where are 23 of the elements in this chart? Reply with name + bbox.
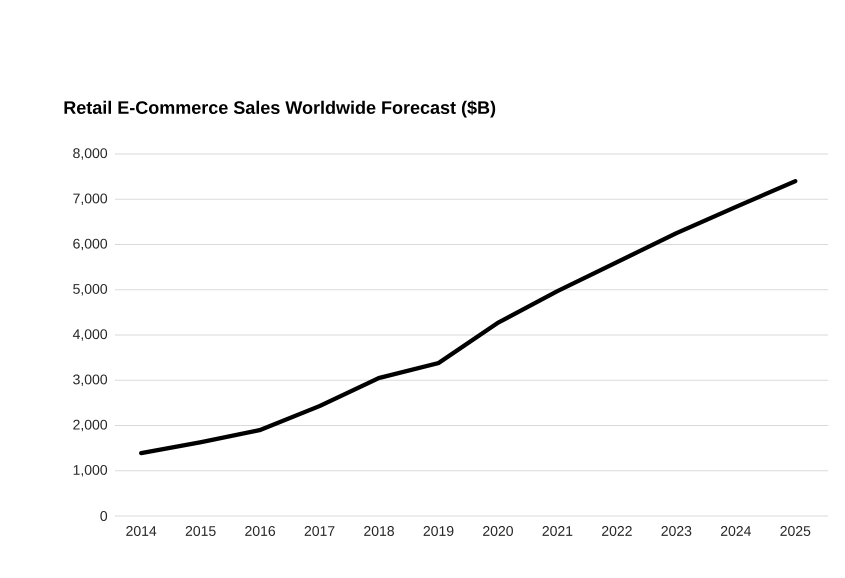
x-tick-label: 2021 <box>542 526 572 536</box>
y-tick-label: 5,000 <box>73 284 108 296</box>
x-tick-label: 2019 <box>424 526 454 536</box>
x-tick-label: 2016 <box>245 526 276 536</box>
x-tick-label: 2017 <box>304 526 334 536</box>
x-tick-label: 2020 <box>483 526 513 536</box>
y-tick-label: 2,000 <box>73 420 108 432</box>
x-tick-label: 2015 <box>186 526 216 536</box>
x-tick-label: 2023 <box>662 526 692 536</box>
x-tick-label: 2014 <box>126 526 156 536</box>
x-tick-label: 2025 <box>780 526 810 536</box>
y-tick-label: 4,000 <box>72 329 108 341</box>
x-tick-label: 2024 <box>720 526 751 536</box>
y-tick-label: 1,000 <box>74 464 108 477</box>
chart-title: Retail E-Commerce Sales Worldwide Forecast ($B) <box>64 100 496 118</box>
y-tick-label: 7,000 <box>73 193 108 206</box>
y-tick-label: 0 <box>100 511 108 521</box>
y-tick-label: 6,000 <box>73 238 108 250</box>
y-tick-label: 8,000 <box>73 148 108 160</box>
line-series <box>139 179 798 456</box>
x-tick-label: 2018 <box>364 526 394 536</box>
y-tick-label: 3,000 <box>73 374 108 386</box>
x-tick-label: 2022 <box>602 526 632 536</box>
